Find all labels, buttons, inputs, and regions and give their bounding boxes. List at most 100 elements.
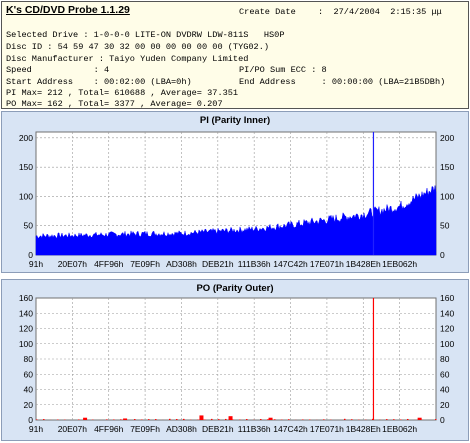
y-tick-label-right: 160 (440, 293, 454, 303)
po-noise-bar (323, 419, 325, 420)
x-tick-label: 7E09Fh (130, 259, 160, 269)
po-noise-bar (386, 419, 388, 420)
po-noise-bar (106, 419, 108, 420)
po-spike (228, 416, 233, 420)
po-noise-bar (176, 419, 178, 420)
y-tick-label-right: 200 (440, 133, 454, 143)
y-tick-label-left: 120 (19, 324, 33, 334)
po-noise-bar (260, 419, 262, 420)
x-tick-label: 111B36h (238, 424, 271, 434)
y-tick-label-right: 100 (440, 191, 454, 201)
po-noise-bar (302, 419, 304, 420)
y-tick-label-right: 40 (440, 385, 450, 395)
x-tick-label: 1B428Eh (346, 259, 381, 269)
speed-line: Speed : 4 (6, 65, 110, 75)
po-noise-bar (267, 419, 269, 420)
create-date-value: : 27/4/2004 2:15:35 μμ (318, 7, 442, 17)
po-stats-line: PO Max= 162 , Total= 3377 , Average= 0.2… (6, 99, 223, 109)
x-tick-label: 111B36h (238, 259, 271, 269)
po-noise-bar (232, 419, 234, 420)
po-chart: 0 0 20 20 40 40 60 60 80 80 100 100 120 120 140 140 160 1… (19, 293, 455, 434)
po-noise-bar (113, 419, 115, 420)
pi-series (35, 185, 437, 256)
y-tick-label-right: 60 (440, 369, 450, 379)
y-tick-label-left: 40 (24, 385, 34, 395)
po-noise-bar (372, 418, 374, 420)
x-tick-label: 4FF96h (94, 259, 124, 269)
create-date-label: Create Date (239, 7, 296, 17)
x-tick-label: 91h (29, 424, 43, 434)
po-noise-bar (43, 419, 45, 420)
y-tick-label-right: 80 (440, 354, 450, 364)
po-noise-bar (274, 419, 276, 420)
y-tick-label-left: 140 (19, 308, 33, 318)
po-spike (268, 417, 273, 420)
x-tick-label: 17E071h (310, 259, 344, 269)
po-spike (417, 417, 422, 420)
po-noise-bar (351, 419, 353, 420)
x-tick-label: 147C42h (273, 259, 308, 269)
y-tick-label-right: 100 (440, 339, 454, 349)
x-tick-label: AD308h (166, 259, 197, 269)
y-tick-label-left: 60 (24, 369, 34, 379)
y-tick-label-left: 20 (24, 400, 34, 410)
y-tick-label-right: 20 (440, 400, 450, 410)
y-tick-label-left: 0 (28, 415, 33, 425)
x-tick-label: 147C42h (273, 424, 308, 434)
pipo-sum-ecc-line: PI/PO Sum ECC : 8 (239, 65, 327, 75)
x-tick-label: 91h (29, 259, 43, 269)
pi-chart-panel: PI (Parity Inner) 0 0 50 50 100 100 150 150 200 2… (1, 111, 469, 273)
y-tick-label-right: 50 (440, 221, 450, 231)
pi-chart: 0 0 50 50 100 100 150 150 200 200 91h 20E07h 4FF96h 7… (19, 131, 454, 269)
pi-series-area (35, 185, 437, 256)
x-tick-label: 20E07h (58, 424, 88, 434)
y-tick-label-left: 100 (19, 339, 33, 349)
po-noise-bar (393, 419, 395, 420)
x-tick-label: 4FF96h (94, 424, 124, 434)
app-title: K's CD/DVD Probe 1.1.29 (6, 4, 130, 16)
y-tick-label-right: 150 (440, 162, 454, 172)
y-tick-label-right: 0 (440, 415, 445, 425)
po-noise-bar (288, 419, 290, 420)
po-spike (123, 418, 128, 420)
po-noise-bar (141, 419, 143, 420)
po-series (36, 415, 437, 420)
x-tick-label: 7E09Fh (130, 424, 160, 434)
y-tick-label-left: 200 (19, 133, 33, 143)
po-noise-bar (36, 419, 38, 420)
po-noise-bar (155, 419, 157, 420)
po-chart-panel: PO (Parity Outer) 0 0 20 20 40 40 60 60 80 80 100 1… (1, 279, 469, 441)
po-spike (199, 415, 204, 420)
x-tick-label: 20E07h (58, 259, 88, 269)
pi-chart-title: PI (Parity Inner) (199, 115, 271, 126)
po-noise-bar (78, 419, 80, 420)
y-tick-label-right: 0 (440, 250, 445, 260)
po-spike (83, 417, 88, 420)
end-address-line: End Address : 00:00:00 (LBA=21B5DBh) (239, 77, 446, 87)
po-noise-bar (218, 419, 220, 420)
po-noise-bar (225, 418, 227, 420)
disc-info-panel: K's CD/DVD Probe 1.1.29 Create Date : 27… (1, 1, 469, 109)
po-chart-title: PO (Parity Outer) (196, 283, 274, 294)
x-tick-label: 17E071h (310, 424, 344, 434)
y-tick-label-left: 0 (28, 250, 33, 260)
po-noise-bar (148, 419, 150, 420)
po-noise-bar (120, 419, 122, 420)
po-noise-bar (344, 418, 346, 420)
start-address-line: Start Address : 00:02:00 (LBA=0h) (6, 77, 192, 87)
x-tick-label: 1EB062h (382, 259, 417, 269)
y-tick-label-left: 160 (19, 293, 33, 303)
po-noise-bar (134, 419, 136, 420)
y-tick-label-left: 150 (19, 162, 33, 172)
po-noise-bar (85, 419, 87, 420)
y-tick-label-right: 120 (440, 324, 454, 334)
y-tick-label-left: 50 (24, 221, 34, 231)
x-tick-label: AD308h (166, 424, 197, 434)
po-noise-bar (407, 418, 409, 420)
y-tick-label-left: 80 (24, 354, 34, 364)
pi-stats-line: PI Max= 212 , Total= 610688 , Average= 3… (6, 88, 239, 98)
x-tick-label: DEB21h (202, 259, 234, 269)
po-noise-bar (435, 419, 437, 420)
x-tick-label: DEB21h (202, 424, 234, 434)
